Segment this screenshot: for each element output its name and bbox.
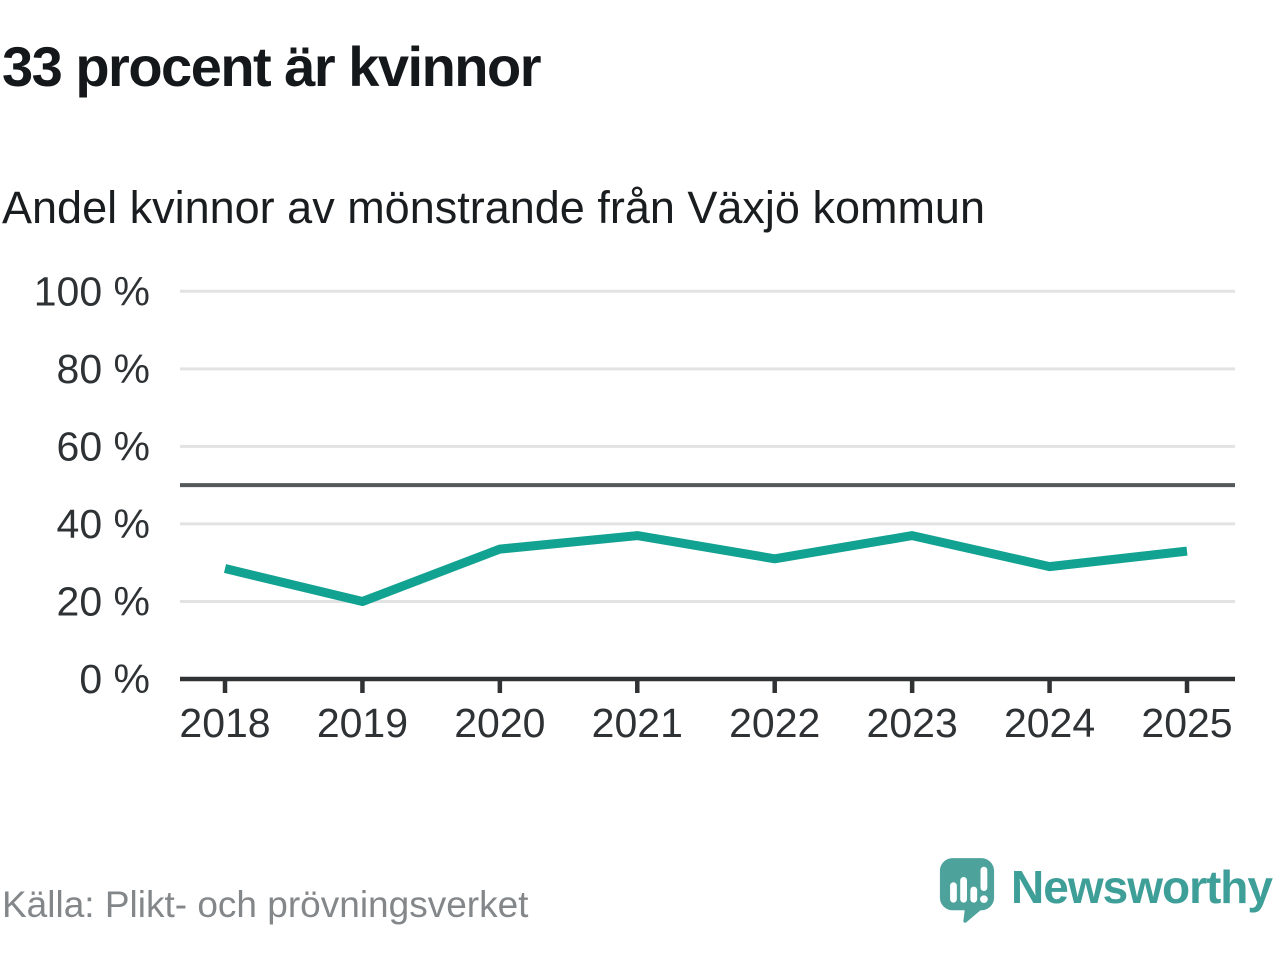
x-axis-tick-label: 2023 [867, 700, 958, 746]
y-axis-tick-label: 100 % [34, 268, 150, 314]
chart-title: 33 procent är kvinnor [2, 35, 542, 98]
source-text: Källa: Plikt- och prövningsverket [2, 884, 529, 925]
newsworthy-logo-text: Newsworthy [1011, 861, 1273, 913]
series-line [223, 531, 1188, 606]
y-axis-tick-label: 0 % [79, 656, 150, 702]
x-axis-tick-label: 2018 [179, 700, 270, 746]
x-axis-tick-label: 2021 [592, 700, 683, 746]
x-axis-tick-label: 2020 [454, 700, 545, 746]
x-axis-tick-label: 2025 [1141, 700, 1232, 746]
newsworthy-logo: Newsworthy [938, 856, 1273, 924]
logo-bar-icon [960, 876, 968, 903]
y-axis-tick-label: 40 % [57, 501, 150, 547]
x-axis-tick-label: 2019 [317, 700, 408, 746]
y-axis-tick-label: 20 % [57, 578, 150, 624]
x-axis-tick-label: 2024 [1004, 700, 1095, 746]
logo-bar-icon [970, 886, 978, 903]
newsworthy-logo-icon [939, 858, 995, 923]
chart-subtitle: Andel kvinnor av mönstrande från Växjö k… [2, 182, 985, 233]
y-axis-tick-label: 60 % [57, 423, 150, 469]
y-axis-tick-label: 80 % [57, 346, 150, 392]
x-axis-tick-label: 2022 [729, 700, 820, 746]
logo-bar-icon [950, 882, 957, 903]
logo-exclamation-dot-icon [980, 895, 988, 904]
logo-exclamation-bar-icon [980, 866, 988, 891]
